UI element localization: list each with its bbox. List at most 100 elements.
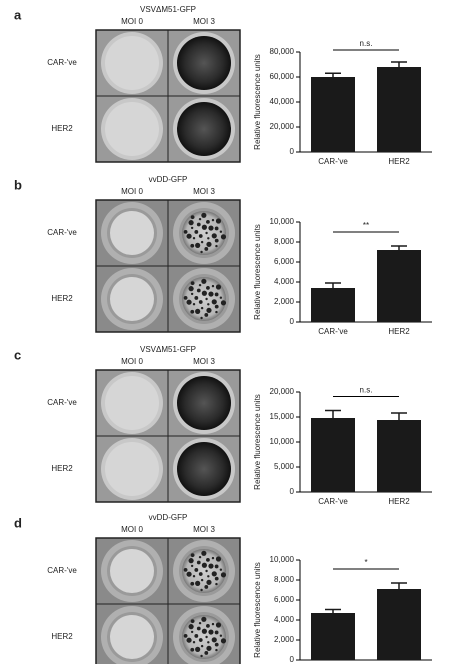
plaque (198, 572, 203, 576)
y-tick-label: 6,000 (274, 257, 295, 266)
plaque (219, 230, 223, 233)
plaque (186, 571, 192, 577)
plaque (201, 628, 207, 634)
y-tick-label: 0 (290, 655, 295, 664)
panel-label: a (14, 7, 22, 22)
error-bar (325, 72, 341, 77)
plaque (195, 646, 201, 652)
plate-row-label: CAR-'ve (47, 228, 77, 237)
plaque (201, 290, 207, 296)
panel-label: c (14, 347, 21, 362)
plaque (198, 638, 203, 642)
y-tick-label: 0 (290, 317, 295, 326)
plate-column-label: MOI 0 (121, 17, 143, 26)
well (177, 36, 231, 90)
plaque (201, 616, 207, 622)
plaque (200, 250, 203, 254)
plaque (200, 644, 204, 648)
plaque (214, 304, 219, 309)
plaque (215, 582, 218, 586)
y-tick-label: 10,000 (270, 217, 295, 226)
plaque (214, 642, 219, 647)
plaque (207, 641, 210, 644)
plaque (206, 579, 212, 585)
plaque (215, 284, 222, 290)
plaque (198, 234, 203, 238)
plaque (206, 219, 210, 224)
plate-column-label: MOI 3 (193, 187, 215, 196)
plaque (190, 619, 195, 624)
y-axis-label: Relative fluorescence units (253, 562, 262, 658)
well (110, 277, 154, 321)
plaque (208, 563, 214, 569)
plate-row-label: HER2 (51, 464, 73, 473)
well (105, 36, 159, 90)
plaque (211, 233, 217, 239)
plate-column-label: MOI 0 (121, 525, 143, 534)
bar (377, 67, 421, 152)
bar (377, 250, 421, 322)
x-tick-label: CAR-'ve (318, 157, 348, 166)
well (105, 442, 159, 496)
plaque (201, 278, 207, 284)
plaque (220, 638, 227, 644)
plaque (205, 231, 208, 235)
plaque (214, 564, 219, 569)
plate-row-label: CAR-'ve (47, 58, 77, 67)
well (105, 102, 159, 156)
plaque (183, 633, 188, 638)
bar (311, 418, 355, 492)
bar (311, 77, 355, 152)
plaque (214, 630, 219, 635)
plaque (195, 580, 201, 586)
plate-row-label: CAR-'ve (47, 398, 77, 407)
plaque (207, 237, 210, 240)
plaque (214, 292, 219, 297)
y-axis-label: Relative fluorescence units (253, 54, 262, 150)
plate-column-label: MOI 0 (121, 187, 143, 196)
plaque (192, 303, 196, 306)
x-tick-label: HER2 (388, 497, 410, 506)
y-tick-label: 80,000 (270, 47, 295, 56)
plaque (190, 215, 195, 220)
plate-title: VSVΔM51-GFP (140, 5, 196, 14)
plaque (200, 588, 203, 592)
plaque (206, 623, 210, 628)
plaque (206, 557, 210, 562)
plaque (186, 233, 192, 239)
plaque (219, 296, 223, 299)
plaque (204, 585, 209, 589)
plaque (220, 234, 227, 240)
plaque (194, 634, 199, 638)
plaque (219, 634, 223, 637)
plaque (194, 568, 199, 572)
well (110, 549, 154, 593)
plaque (200, 654, 203, 658)
y-tick-label: 6,000 (274, 595, 295, 604)
error-bar (391, 245, 407, 250)
plaque (205, 635, 208, 639)
plaque (214, 226, 219, 231)
plaque (194, 296, 199, 300)
error-bar (391, 61, 407, 67)
y-tick-label: 40,000 (270, 97, 295, 106)
plaque (190, 581, 195, 586)
plaque (201, 212, 207, 218)
y-tick-label: 10,000 (270, 437, 295, 446)
x-tick-label: HER2 (388, 157, 410, 166)
y-axis-label: Relative fluorescence units (253, 224, 262, 320)
plaque (219, 568, 223, 571)
plaque (188, 286, 194, 292)
plaque (215, 244, 218, 248)
plaque (211, 284, 215, 288)
plaque (186, 299, 192, 305)
plaque (200, 306, 204, 310)
plaque (220, 572, 227, 578)
plaque (190, 243, 195, 248)
plaque (201, 562, 207, 568)
plaque (195, 308, 201, 314)
plate-row-label: CAR-'ve (47, 566, 77, 575)
plaque (200, 316, 203, 320)
plaque (215, 648, 218, 652)
plaque (190, 630, 194, 634)
